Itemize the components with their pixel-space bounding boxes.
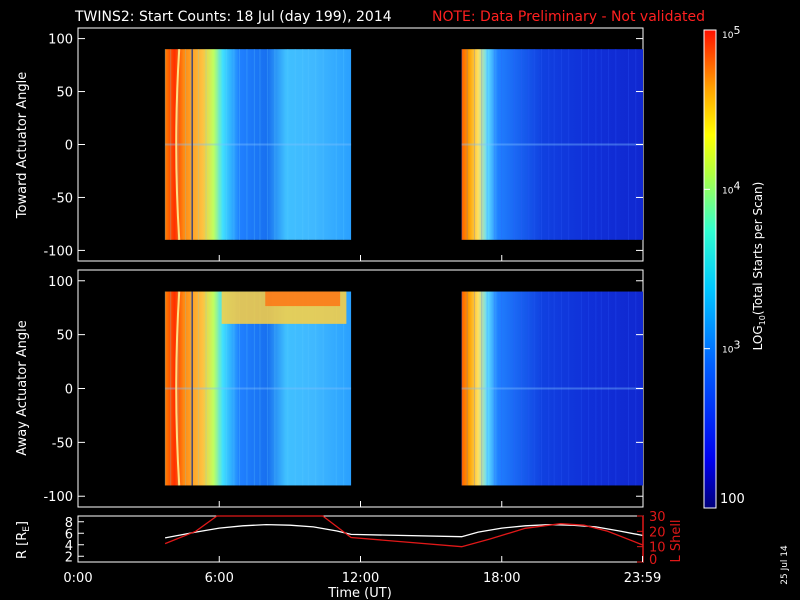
lshell-line (164, 515, 644, 548)
y-tick-label: 0 (65, 139, 73, 154)
high-count-core (265, 291, 341, 307)
x-tick-label: 6:00 (205, 571, 234, 586)
lshell-tick-label: 30 (649, 510, 666, 525)
preliminary-note: NOTE: Data Preliminary - Not validated (432, 9, 705, 25)
y-tick-label: 6 (65, 527, 73, 542)
y-tick-label: 50 (56, 86, 73, 101)
y-axis-label: Away Actuator Angle (15, 320, 30, 455)
generation-date: 25 Jul 14 (780, 545, 790, 585)
colorbar-tick-label: 104 (722, 179, 740, 196)
y-axis-label: Toward Actuator Angle (15, 72, 30, 219)
away-angle-panel: 100 50 0 -50 -100 Away Actuator Angle (15, 269, 644, 508)
heatmap-segment (461, 291, 643, 486)
radius-line (164, 523, 644, 539)
y-tick-label: 50 (56, 329, 73, 344)
x-tick-label: 0:00 (63, 571, 92, 586)
y-tick-label: 4 (65, 539, 73, 554)
heatmap-layer (164, 291, 643, 486)
colorbar: 105 104 103 100 LOG10(Total Starts per Sca… (703, 24, 767, 509)
heatmap-segment (165, 49, 352, 240)
lshell-tick-label: 0 (649, 553, 657, 568)
orbit-lines (164, 515, 644, 548)
panel-frame (77, 515, 644, 563)
y-tick-label: -100 (43, 244, 73, 259)
y-tick-label: 8 (65, 516, 73, 531)
colorbar-ticks: 105 104 103 (704, 24, 740, 356)
radius-axis-label: R [RE] (15, 521, 32, 559)
figure-title: TWINS2: Start Counts: 18 Jul (day 199), … (74, 9, 392, 25)
heatmap-segment (461, 49, 643, 240)
heatmap-layer (164, 49, 643, 240)
lshell-tick-label: 10 (649, 541, 666, 556)
x-tick-label: 12:00 (342, 571, 379, 586)
colorbar-bottom-label: 100 (720, 492, 745, 507)
peak-trace (175, 49, 181, 240)
y-axis-ticks: 100 50 0 -50 -100 (43, 33, 643, 261)
colorbar-tick-label: 103 (722, 339, 740, 356)
x-tick-label: 18:00 (483, 571, 520, 586)
x-axis-label: Time (UT) (327, 586, 392, 600)
colorbar-label: LOG10(Total Starts per Scan) (751, 182, 767, 351)
colorbar-tick-label: 105 (722, 24, 740, 41)
lshell-axis-label: L Shell (669, 519, 684, 562)
y-axis-ticks: 100 50 0 -50 -100 (43, 275, 643, 507)
colorbar-scale (704, 30, 716, 508)
y-tick-label: 100 (48, 275, 73, 290)
y-tick-label: -50 (52, 191, 73, 206)
y-tick-label: -50 (52, 436, 73, 451)
x-axis-ticks: 0:00 6:00 12:00 18:00 23:59 (63, 556, 661, 586)
toward-angle-panel: 100 50 0 -50 -100 Toward Actuator Angle (15, 27, 644, 262)
peak-trace (175, 291, 181, 486)
y-tick-label: 2 (65, 550, 73, 565)
x-tick-label: 23:59 (624, 571, 661, 586)
y-tick-label: 0 (65, 383, 73, 398)
y-tick-label: -100 (43, 490, 73, 505)
lshell-tick-label: 20 (649, 525, 666, 540)
y-tick-label: 100 (48, 33, 73, 48)
